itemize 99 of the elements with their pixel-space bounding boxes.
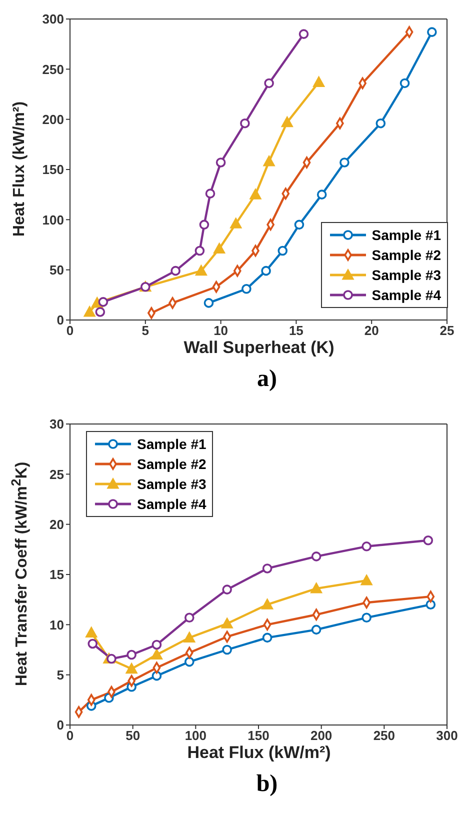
y-tick-label: 5	[56, 667, 64, 682]
x-tick-label: 200	[310, 728, 332, 744]
x-tick-label: 0	[66, 728, 74, 744]
legend-label: Sample #1	[137, 436, 206, 452]
x-tick-label: 300	[436, 728, 458, 744]
point	[310, 582, 322, 594]
legend-label: Sample #4	[372, 287, 441, 303]
point	[362, 542, 372, 552]
point	[195, 265, 207, 276]
point	[150, 649, 162, 660]
y-tick-label: 0	[56, 718, 64, 733]
y-tick-label: 20	[50, 516, 64, 532]
legend-label: Sample #2	[137, 456, 206, 472]
point	[204, 298, 214, 308]
point	[84, 306, 96, 317]
x-axis-title: Wall Superheat (K)	[184, 338, 334, 358]
point	[376, 118, 386, 128]
y-tick-label: 10	[50, 617, 64, 632]
text: a)	[256, 366, 278, 393]
legend-label: Sample #2	[372, 247, 441, 263]
point	[170, 266, 180, 276]
x-tick-label: 100	[184, 728, 207, 744]
point	[427, 27, 437, 37]
point	[282, 188, 290, 200]
y-tick-label: 250	[42, 62, 64, 77]
y-tick-label: 0	[56, 312, 64, 328]
x-tick-label: 10	[214, 323, 228, 338]
point	[340, 158, 350, 168]
point	[264, 78, 274, 88]
point	[240, 118, 250, 128]
point	[362, 612, 372, 623]
point	[294, 220, 304, 230]
point	[184, 632, 196, 642]
point	[311, 552, 322, 562]
point	[222, 644, 232, 655]
point	[152, 670, 162, 681]
y-tick-label: 30	[50, 416, 64, 432]
x-tick-label: 5	[142, 323, 150, 338]
point	[152, 640, 162, 650]
legend-label: Sample #3	[372, 267, 441, 283]
point	[262, 564, 272, 574]
point	[316, 190, 327, 200]
legend-label: Sample #4	[137, 496, 206, 512]
point	[298, 29, 309, 39]
y-tick-label: 15	[50, 567, 64, 582]
point	[184, 612, 194, 623]
x-tick-label: 150	[248, 728, 270, 744]
text: b)	[255, 771, 279, 798]
point	[262, 598, 274, 610]
point	[87, 694, 96, 706]
point	[261, 266, 271, 276]
point	[126, 663, 138, 674]
y-tick-label: 50	[50, 262, 64, 278]
y-tick-label: 100	[42, 212, 64, 228]
point	[95, 307, 106, 317]
point	[98, 297, 108, 307]
point	[221, 618, 233, 628]
point	[88, 638, 98, 649]
point	[86, 626, 98, 638]
x-tick-label: 0	[66, 323, 74, 338]
point	[205, 188, 216, 198]
y-tick-label: 200	[42, 112, 64, 127]
point	[302, 156, 311, 168]
point	[199, 220, 210, 230]
point	[126, 650, 136, 660]
point	[311, 624, 322, 635]
point	[216, 158, 226, 168]
point	[106, 654, 116, 664]
point	[426, 590, 435, 602]
point	[242, 284, 252, 294]
point	[360, 574, 372, 586]
point	[262, 632, 272, 643]
point	[184, 656, 194, 667]
y-tick-label: 300	[42, 12, 64, 27]
point	[222, 584, 232, 594]
point	[230, 218, 242, 228]
point	[74, 706, 83, 718]
point	[250, 188, 262, 200]
y-tick-label: 25	[50, 466, 64, 482]
point	[400, 78, 410, 88]
legend-label: Sample #3	[137, 476, 206, 492]
x-tick-label: 25	[440, 323, 454, 338]
legend-label: Sample #1	[372, 227, 441, 243]
x-tick-label: 15	[288, 323, 304, 338]
y-axis-title: Heat Flux (kW/m²)	[11, 101, 29, 237]
point	[405, 26, 414, 38]
x-axis-title: Heat Flux (kW/m²)	[187, 743, 331, 763]
point	[313, 76, 325, 87]
point	[423, 535, 434, 546]
point	[194, 246, 205, 256]
point	[263, 156, 275, 166]
point	[214, 243, 226, 254]
point	[281, 116, 293, 128]
x-tick-label: 250	[373, 728, 396, 744]
point	[426, 600, 436, 610]
point	[278, 246, 288, 256]
x-tick-label: 20	[364, 323, 379, 338]
x-tick-label: 50	[126, 728, 140, 744]
y-tick-label: 150	[42, 162, 64, 178]
